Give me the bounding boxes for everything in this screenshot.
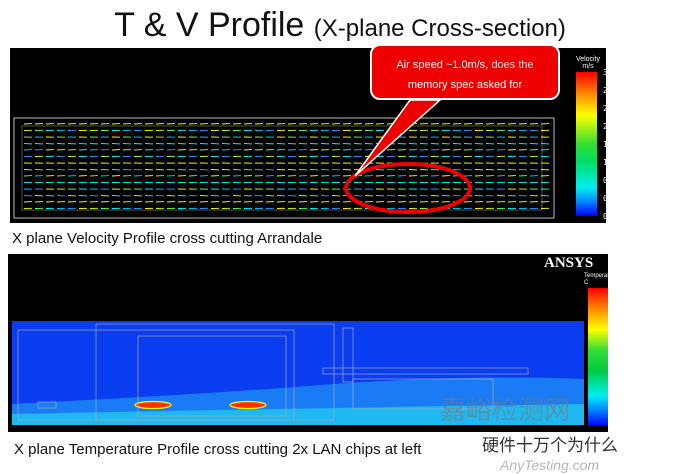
legend-tick-label: 0.000000 (603, 211, 640, 221)
slide-title: T & V Profile (X-plane Cross-section) (114, 6, 566, 44)
legend-tick-label: 1.66547 (603, 139, 635, 149)
callout-box: Air speed ~1.0m/s, does the memory spec … (370, 44, 560, 100)
temperature-contour (12, 321, 584, 425)
legend-tick-label: 93.6694 (613, 352, 645, 362)
legend-tick-label: 2.49820 (603, 103, 635, 113)
watermark-account: 硬件十万个为什么 (482, 436, 618, 455)
ansys-logo: ANSYS (612, 47, 662, 63)
velocity-vector-field (13, 99, 555, 219)
legend-tick-label: 0.416366 (603, 193, 640, 203)
velocity-legend-title: Velocity m/s (575, 56, 601, 70)
highlight-ellipse (344, 162, 472, 214)
legend-tick-label: 132.339 (613, 283, 645, 293)
watermark-site-cn: 嘉峪检测网 (440, 395, 571, 425)
temperature-plot: ANSYS Temperature C (8, 254, 618, 432)
legend-tick-label: 54.9999 (613, 421, 645, 431)
velocity-colorbar (576, 72, 597, 216)
legend-tick-label: 3.33093 (603, 67, 635, 77)
watermark-site: AnyTesting.com (500, 457, 600, 473)
legend-tick-label: 84.0021 (613, 369, 645, 379)
legend-tick-label: 74.3347 (613, 387, 645, 396)
temperature-legend-title: Temperature C (584, 273, 618, 286)
legend-tick-label: 0.832732 (603, 175, 640, 185)
temperature-caption: X plane Temperature Profile cross cuttin… (14, 441, 422, 458)
legend-tick-label: 64.6673 (613, 404, 645, 414)
legend-tick-label: 122.672 (613, 300, 645, 310)
legend-tick-label: 2.08183 (603, 121, 635, 131)
callout-pointer (354, 99, 442, 177)
ansys-logo-temp: ANSYS (544, 255, 594, 271)
legend-tick-label: 1.24910 (603, 157, 635, 167)
velocity-caption: X plane Velocity Profile cross cutting A… (12, 230, 323, 247)
temperature-colorbar (588, 288, 608, 426)
legend-tick-label: 113.004 (613, 318, 645, 327)
legend-tick-label: 103.337 (613, 335, 645, 345)
legend-tick-label: 2.91456 (603, 85, 635, 95)
